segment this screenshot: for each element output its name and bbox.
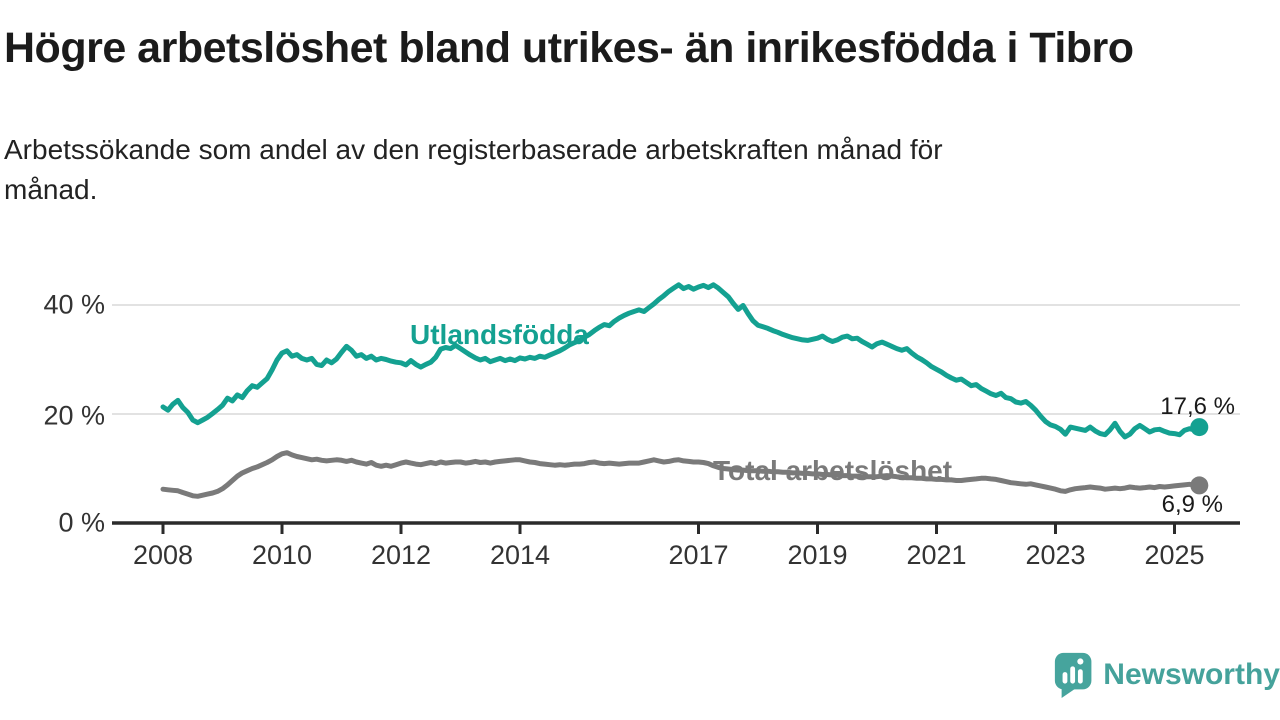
page-subtitle: Arbetssökande som andel av den registerb… (4, 134, 943, 206)
y-axis-label-40: 40 % (43, 289, 105, 320)
newsworthy-logo: Newsworthy (1052, 648, 1280, 700)
page-title: Högre arbetslöshet bland utrikes- än inr… (4, 24, 1134, 72)
y-axis-label-20: 20 % (43, 400, 105, 431)
series-line-total (160, 450, 1202, 499)
end-value-label-total: 6,9 % (1161, 491, 1223, 518)
end-dot-total (1190, 476, 1209, 495)
end-dot-utlandsfodda (1190, 418, 1209, 437)
series-label-total-arbetsloshet: Total arbetslöshet (713, 455, 953, 486)
end-value-label-utlandsfodda: 17,6 % (1160, 393, 1235, 420)
series-label-utlandsfodda: Utlandsfödda (410, 319, 589, 350)
y-axis-label-0: 0 % (58, 507, 105, 538)
newsworthy-logo-text: Newsworthy (1103, 658, 1280, 691)
series-line-utlandsfodda (160, 282, 1202, 440)
newsworthy-logo-icon (1054, 652, 1092, 699)
